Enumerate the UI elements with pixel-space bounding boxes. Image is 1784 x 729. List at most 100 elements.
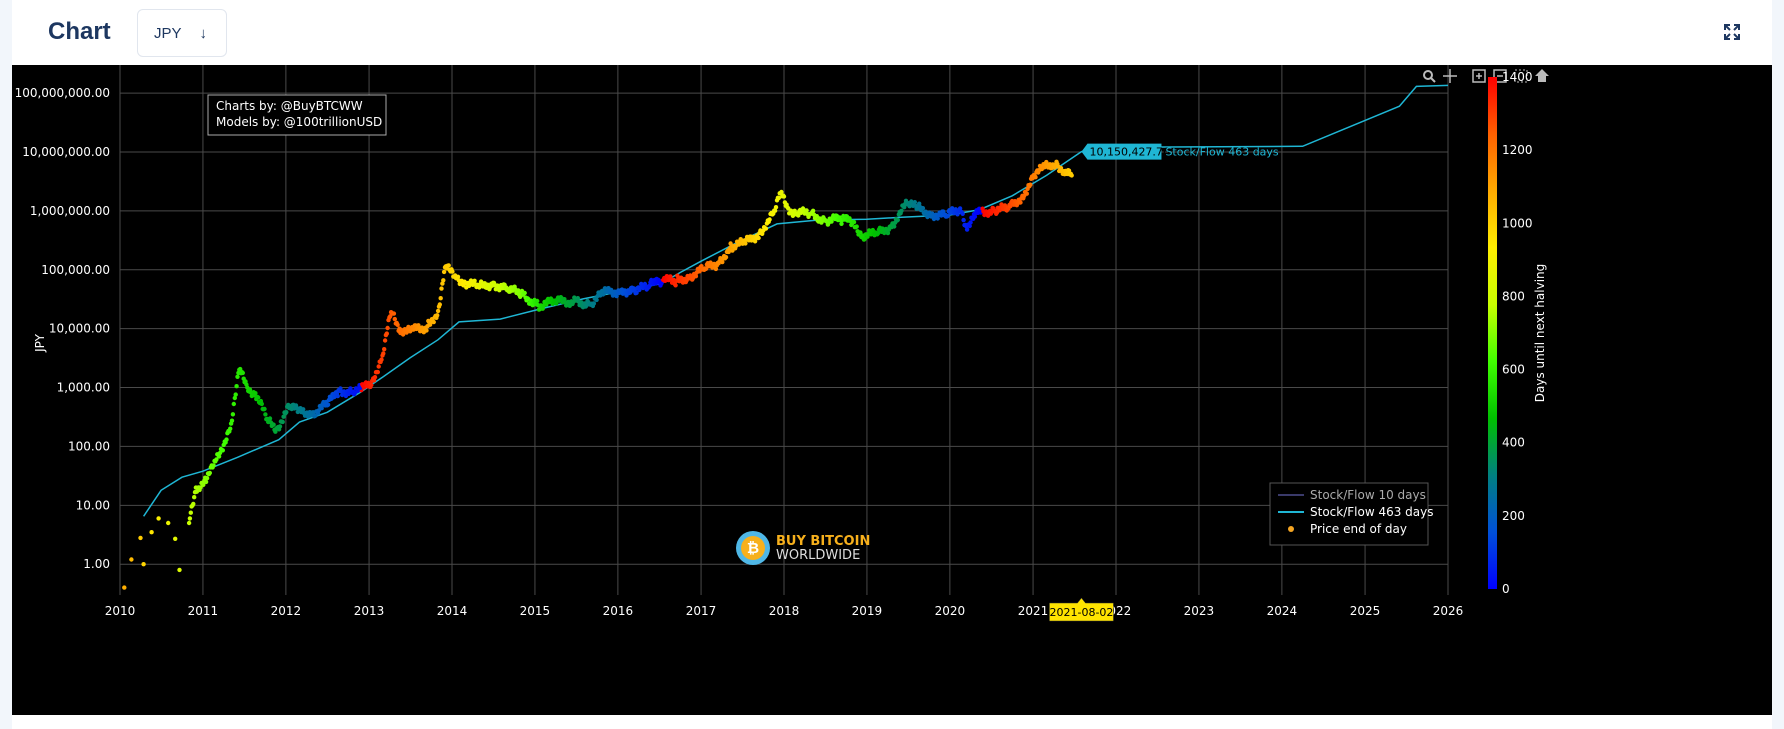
- price-point: [201, 482, 206, 487]
- x-tick-label: 2015: [520, 604, 551, 618]
- currency-value: JPY: [154, 24, 182, 42]
- price-point: [192, 495, 197, 500]
- price-point: [634, 290, 639, 295]
- y-tick-label: 1,000,000.00: [30, 204, 110, 218]
- price-point: [271, 422, 276, 427]
- x-tick-label: 2026: [1433, 604, 1464, 618]
- price-point: [989, 210, 994, 215]
- colorbar-tick-label: 1000: [1502, 216, 1533, 230]
- hover-annotation: 10,150,427.76 Stock/Flow 463 days 2021-0…: [1049, 143, 1279, 622]
- price-point: [885, 230, 891, 236]
- price-point: [614, 293, 619, 299]
- price-point: [381, 351, 386, 356]
- price-point: [372, 375, 378, 380]
- modebar: [1423, 69, 1549, 83]
- price-point: [230, 412, 236, 417]
- x-tick-label: 2023: [1184, 604, 1215, 618]
- price-point: [207, 470, 212, 476]
- price-point: [198, 485, 203, 490]
- x-tick-label: 2019: [852, 604, 883, 618]
- currency-select[interactable]: JPY ↓: [137, 9, 227, 57]
- zoom-icon[interactable]: [1423, 70, 1436, 83]
- price-point: [391, 311, 397, 316]
- price-point: [224, 437, 229, 442]
- colorbar-title: Days until next halving: [1533, 264, 1547, 403]
- x-tick-label: 2017: [686, 604, 717, 618]
- price-point: [516, 288, 521, 293]
- price-point: [659, 281, 664, 286]
- price-point: [424, 328, 429, 333]
- price-point: [756, 235, 761, 241]
- zoom-in-icon[interactable]: [1472, 69, 1486, 83]
- price-point: [231, 401, 236, 407]
- price-point: [945, 213, 950, 219]
- price-point: [772, 208, 778, 213]
- price-point: [652, 277, 658, 283]
- price-point: [960, 211, 965, 216]
- price-point: [851, 219, 857, 225]
- price-point: [591, 301, 597, 306]
- zoom-out-icon[interactable]: [1493, 69, 1507, 83]
- price-point: [920, 206, 926, 211]
- colorbar-tick-label: 200: [1502, 509, 1525, 523]
- price-point: [392, 316, 397, 322]
- price-point: [600, 292, 606, 297]
- price-point: [395, 322, 400, 327]
- price-point: [232, 395, 237, 401]
- price-point: [244, 382, 249, 387]
- price-point: [441, 278, 446, 283]
- credits-box: Charts by: @BuyBTCWW Models by: @100tril…: [207, 94, 387, 136]
- price-point: [284, 410, 289, 415]
- price-point: [720, 259, 725, 265]
- price-point: [575, 296, 580, 301]
- price-point: [1018, 200, 1023, 205]
- chart-header: Chart JPY ↓: [12, 0, 1772, 65]
- autoscale-icon[interactable]: [1514, 69, 1528, 83]
- price-point: [450, 269, 455, 274]
- price-point: [233, 392, 238, 397]
- price-point: [435, 308, 441, 314]
- price-point: [961, 217, 966, 223]
- price-point: [781, 194, 787, 199]
- fullscreen-expand-icon[interactable]: [1722, 22, 1742, 42]
- price-point: [810, 208, 816, 213]
- credits-line-2: Models by: @100trillionUSD: [216, 115, 382, 129]
- price-point: [728, 241, 733, 246]
- reset-axes-icon[interactable]: [1535, 69, 1549, 82]
- price-point: [259, 401, 264, 407]
- colorbar-tick-label: 800: [1502, 289, 1525, 303]
- price-point: [671, 277, 677, 283]
- colorbar-tick-label: 0: [1502, 582, 1510, 596]
- x-tick-label: 2025: [1350, 604, 1381, 618]
- x-tick-label: 2024: [1267, 604, 1298, 618]
- price-point: [1028, 182, 1033, 187]
- series-price-points: [122, 159, 1074, 590]
- price-point: [647, 283, 652, 289]
- x-tick-label: 2010: [105, 604, 136, 618]
- hover-date-label: 2021-08-02: [1049, 606, 1113, 619]
- price-point: [384, 331, 389, 336]
- price-point: [149, 530, 154, 535]
- colorbar-tick-label: 400: [1502, 436, 1525, 450]
- price-point: [335, 393, 340, 399]
- price-point: [899, 208, 904, 213]
- price-point: [892, 224, 897, 229]
- price-point: [955, 212, 960, 217]
- legend-swatch: [1288, 526, 1294, 532]
- price-point: [404, 330, 409, 335]
- price-point: [522, 290, 527, 296]
- price-point: [804, 208, 809, 213]
- price-point: [240, 370, 245, 376]
- price-point: [767, 217, 772, 222]
- price-point: [227, 429, 232, 434]
- price-point: [796, 213, 801, 218]
- pan-icon[interactable]: [1443, 69, 1457, 83]
- price-point: [280, 419, 285, 425]
- price-point: [177, 567, 182, 573]
- price-point: [917, 201, 922, 206]
- price-point: [1033, 175, 1038, 180]
- price-point: [385, 325, 390, 331]
- bitcoin-logo-icon: ₿: [747, 539, 759, 557]
- price-point: [968, 220, 973, 225]
- grid: [119, 65, 1449, 595]
